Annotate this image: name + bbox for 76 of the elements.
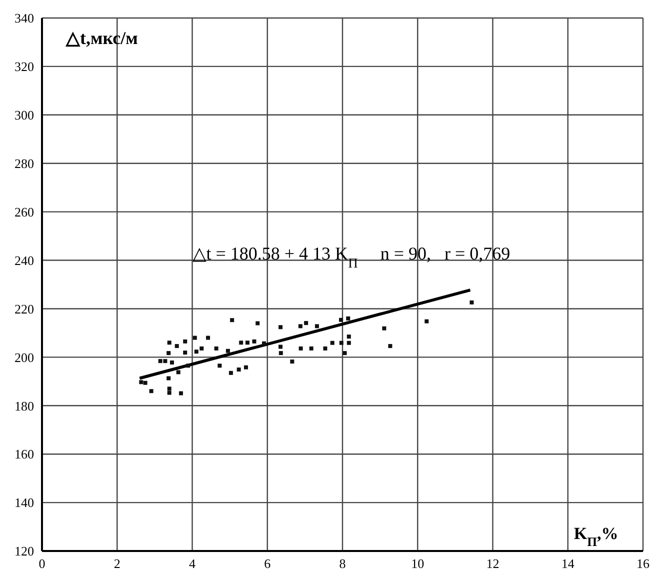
point (143, 380, 148, 385)
x-tick-label: 10 (411, 556, 424, 572)
point (298, 324, 302, 328)
point (139, 380, 144, 384)
point (278, 344, 283, 349)
point (342, 351, 347, 356)
y-tick-label: 260 (14, 204, 34, 220)
point (200, 346, 204, 350)
x-tick-label: 2 (114, 556, 120, 572)
point (176, 370, 180, 374)
point (309, 346, 314, 350)
point (230, 318, 234, 322)
point (245, 340, 250, 345)
point (330, 340, 334, 345)
y-tick-label: 120 (14, 544, 34, 559)
point (166, 351, 171, 356)
point (244, 365, 248, 370)
y-tick-label: 220 (14, 301, 34, 316)
y-tick-label: 140 (14, 495, 34, 510)
point (314, 324, 319, 328)
point (226, 348, 230, 353)
x-tick-label: 4 (189, 556, 196, 572)
point (278, 351, 283, 356)
point (252, 339, 256, 344)
point (167, 340, 172, 345)
point (388, 344, 392, 348)
x-tick-label: 0 (38, 556, 46, 572)
point (239, 340, 244, 345)
point (178, 391, 183, 396)
point (424, 319, 429, 324)
x-tick-label: 14 (561, 556, 575, 572)
y-tick-label: 200 (14, 350, 34, 365)
point (174, 344, 179, 348)
x-axis-title: K$_{П}$,% (574, 524, 618, 549)
point (339, 340, 344, 345)
point (186, 364, 190, 368)
point (163, 359, 168, 364)
y-tick-label: 240 (14, 252, 34, 268)
point (158, 359, 162, 364)
point (183, 339, 188, 344)
y-tick-label: 340 (14, 10, 34, 26)
point (236, 368, 241, 372)
y-tick-label: 280 (14, 156, 34, 171)
point (256, 321, 260, 326)
point (346, 334, 351, 339)
point (262, 341, 266, 346)
x-tick-label: 6 (264, 556, 272, 572)
point (214, 346, 218, 350)
y-tick-label: 320 (14, 59, 34, 74)
point (323, 346, 328, 350)
point (192, 336, 197, 340)
point (228, 370, 233, 375)
x-tick-label: 16 (636, 556, 650, 572)
point (149, 389, 154, 394)
point (290, 360, 294, 364)
y-tick-label: 180 (14, 398, 34, 414)
x-tick-label: 8 (339, 556, 346, 572)
point (167, 390, 172, 395)
point (218, 364, 222, 368)
point (346, 340, 351, 345)
point (298, 346, 303, 350)
point (206, 336, 210, 340)
y-tick-label: 160 (14, 446, 34, 462)
point (470, 300, 474, 304)
point (194, 350, 198, 354)
point (382, 326, 386, 330)
point (166, 376, 171, 380)
point (167, 386, 172, 391)
y-tick-label: 300 (14, 108, 34, 123)
x-tick-label: 12 (486, 556, 500, 572)
point (304, 321, 308, 326)
point (346, 316, 350, 320)
point (278, 325, 283, 330)
point (183, 350, 188, 355)
point (338, 318, 343, 322)
point (170, 360, 174, 365)
